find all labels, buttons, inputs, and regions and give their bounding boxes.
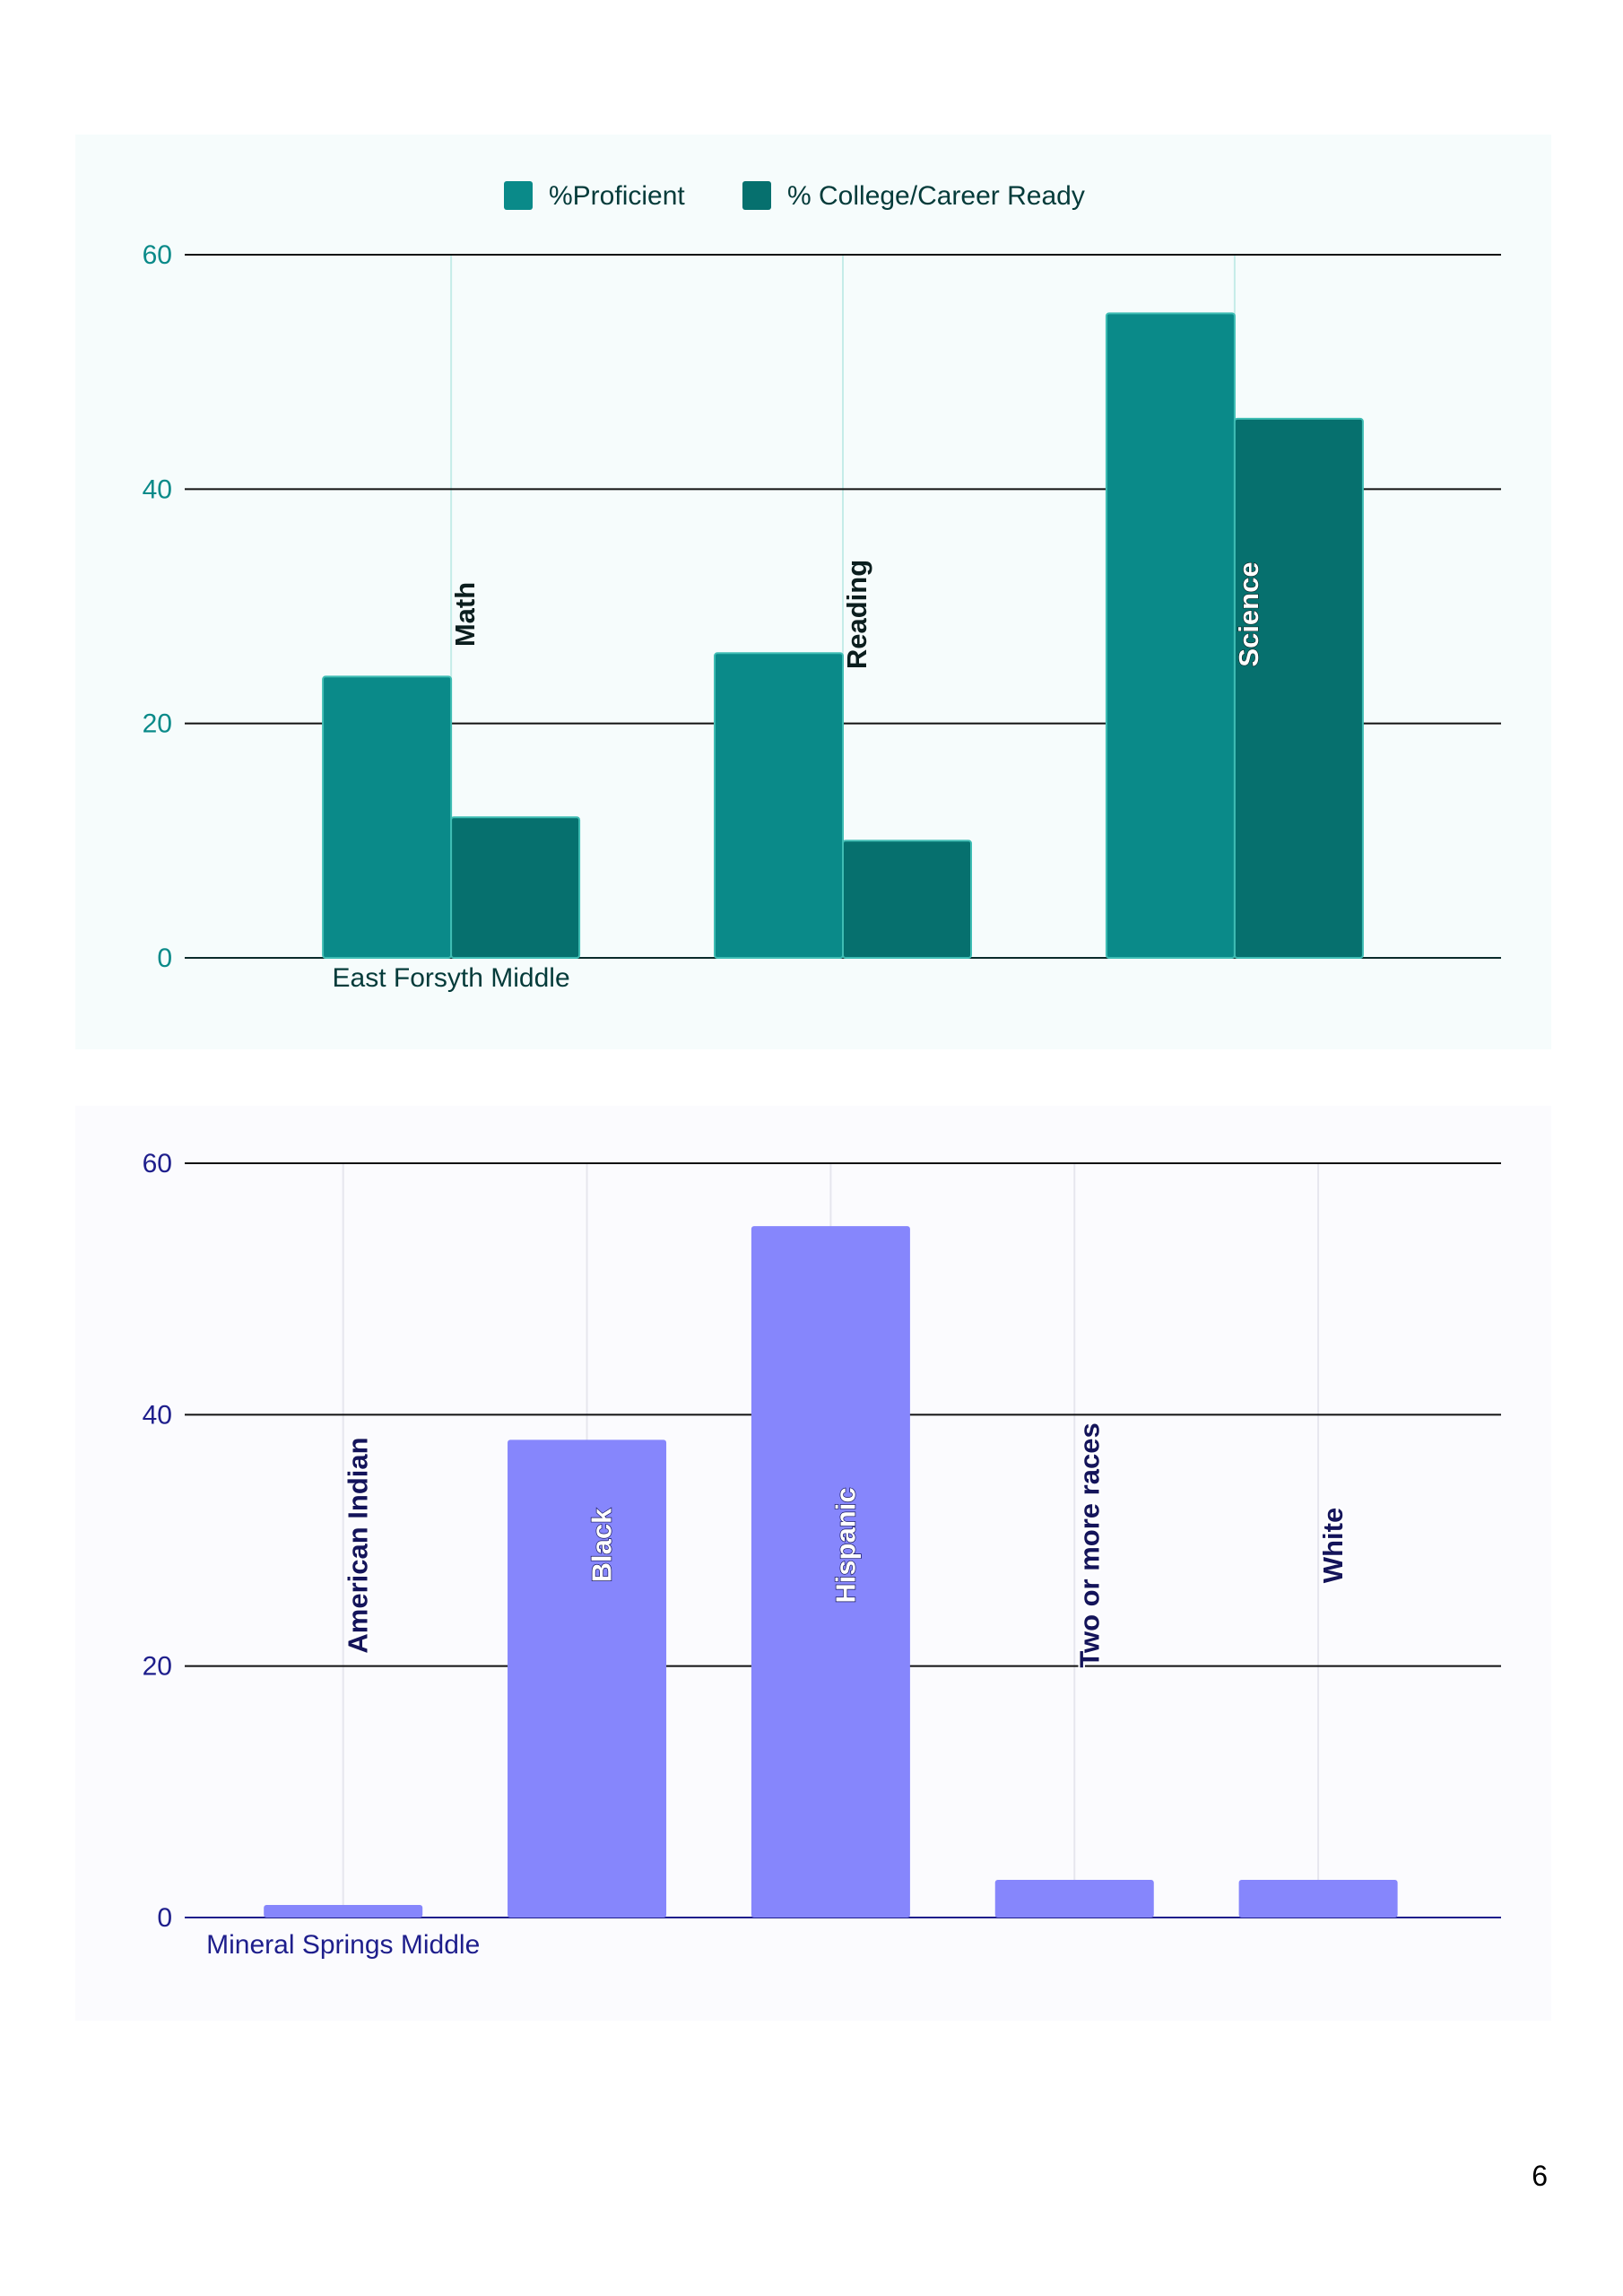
y-tick-label-0: 0 bbox=[157, 1903, 172, 1933]
category-label-black: Black bbox=[586, 1508, 618, 1582]
page-number: 6 bbox=[1532, 2160, 1548, 2192]
category-label-white: White bbox=[1317, 1508, 1349, 1583]
category-label-hispanic: Hispanic bbox=[829, 1487, 861, 1603]
category-label-two-or-more-races: Two or more races bbox=[1073, 1422, 1105, 1667]
x-tick-label: East Forsyth Middle bbox=[333, 963, 570, 993]
bar-two-or-more-races bbox=[994, 1879, 1154, 1918]
category-label-american-indian: American Indian bbox=[343, 1437, 374, 1653]
bar-proficient-math bbox=[322, 675, 453, 960]
bar-proficient-science bbox=[1105, 312, 1236, 960]
y-tick-label-60: 60 bbox=[143, 240, 172, 270]
chart-mineral-springs-middle: 0 20 40 60 American Indian Black Hispanic Two o… bbox=[143, 1149, 1501, 1960]
category-label-math: Math bbox=[449, 582, 481, 647]
legend-label-college-career-ready: % College/Career Ready bbox=[787, 181, 1085, 211]
y-tick-label-20: 20 bbox=[143, 709, 172, 739]
chart-panel-east-forsyth: 0 20 40 60 Math Reading Science East Forsyth Mi… bbox=[75, 135, 1551, 1049]
bar-black bbox=[508, 1439, 667, 1918]
y-tick-label-0: 0 bbox=[157, 944, 172, 973]
y-tick-label-40: 40 bbox=[143, 474, 172, 504]
bar-american-indian bbox=[264, 1904, 423, 1918]
bar-college-career-ready-math bbox=[450, 816, 581, 960]
y-tick-label-20: 20 bbox=[143, 1652, 172, 1682]
y-tick-label-40: 40 bbox=[143, 1400, 172, 1430]
y-tick-label-60: 60 bbox=[143, 1149, 172, 1178]
chart-panel-mineral-springs: 0 20 40 60 American Indian Black Hispanic Two o… bbox=[75, 1106, 1551, 2021]
legend-label-proficient: %Proficient bbox=[549, 181, 685, 211]
legend-swatch-college-career-ready bbox=[742, 181, 771, 210]
x-tick-label: Mineral Springs Middle bbox=[206, 1930, 480, 1960]
bar-hispanic bbox=[751, 1226, 910, 1918]
category-label-science: Science bbox=[1233, 561, 1264, 666]
legend-swatch-proficient bbox=[504, 181, 533, 210]
bar-college-career-ready-reading bbox=[842, 839, 972, 959]
chart-east-forsyth-middle: 0 20 40 60 Math Reading Science East Forsyth Mi… bbox=[143, 181, 1501, 993]
category-label-reading: Reading bbox=[841, 560, 872, 669]
bar-college-career-ready-science bbox=[1233, 417, 1364, 959]
bar-proficient-reading bbox=[714, 652, 844, 959]
bar-white bbox=[1238, 1879, 1398, 1918]
